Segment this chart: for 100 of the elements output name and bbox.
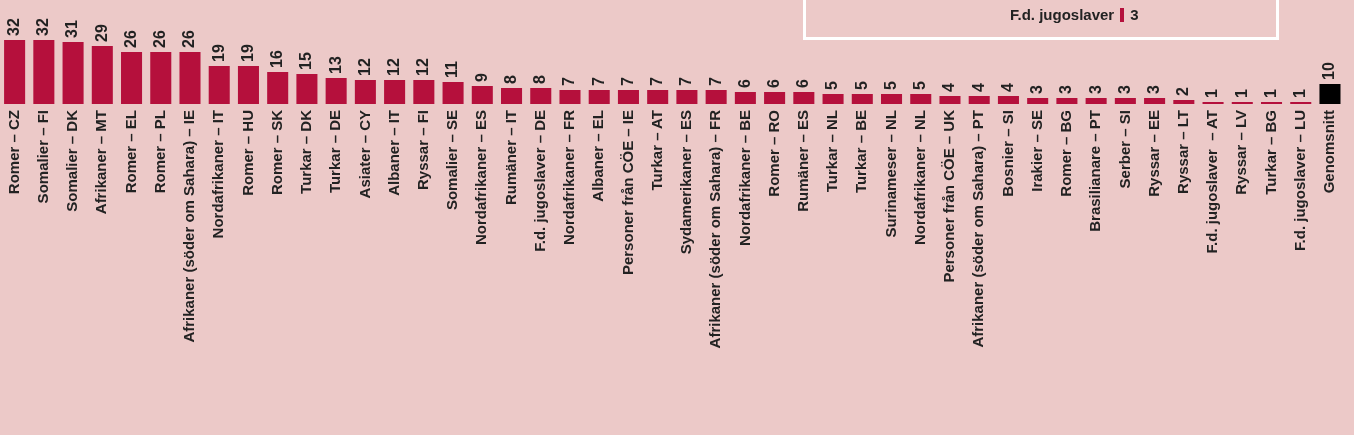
x-tick-label: Irakier – SE: [1027, 110, 1045, 192]
data-label: 16: [268, 50, 286, 68]
text: F.d. jugoslaver: [1010, 6, 1115, 23]
bar: [1173, 100, 1195, 104]
data-label: 12: [414, 58, 432, 76]
x-tick-label: Turkar – DK: [297, 109, 315, 194]
data-label: 7: [618, 77, 636, 86]
data-label: 12: [355, 58, 373, 76]
x-tick-label: Nordafrikaner – IT: [209, 110, 227, 239]
bar: [881, 94, 903, 104]
x-tick-label: Personer från CÖE – UK: [940, 109, 958, 283]
bar: [588, 90, 610, 104]
data-label: 5: [852, 81, 870, 90]
x-tick-label: Nordafrikaner – BE: [735, 110, 753, 246]
bar: [793, 92, 815, 104]
x-tick-label: Personer från CÖE – IE: [618, 110, 636, 276]
data-label: 5: [823, 81, 841, 90]
bar: [501, 88, 523, 104]
data-label: 4: [969, 83, 987, 92]
bar: [413, 80, 435, 104]
data-label: 5: [911, 81, 929, 90]
x-tick-label: Genomsnitt: [1320, 110, 1338, 194]
bar: [208, 66, 230, 104]
bar: [62, 42, 84, 104]
bar: [33, 40, 55, 104]
bar: [150, 52, 172, 104]
x-tick-label: Romer – SK: [267, 109, 285, 196]
bar: [530, 88, 552, 104]
data-label: 8: [531, 75, 549, 84]
bar: [384, 80, 406, 104]
bar: [910, 94, 932, 104]
data-label: 7: [706, 77, 724, 86]
data-label: 4: [998, 83, 1016, 92]
x-tick-label: Nordafrikaner – NL: [910, 110, 928, 246]
x-tick-label: Sydamerikaner – ES: [677, 110, 695, 255]
data-label: 9: [472, 73, 490, 82]
data-label: 1: [1203, 89, 1221, 98]
x-tick-label: Bosnier – SI: [998, 110, 1016, 197]
bar: [91, 46, 113, 104]
data-label: 3: [1086, 85, 1104, 94]
data-label: 32: [34, 18, 52, 36]
data-label: 7: [648, 77, 666, 86]
data-label: 10: [1320, 62, 1338, 80]
data-label: 26: [151, 30, 169, 48]
data-label: 32: [5, 18, 23, 36]
data-label: 13: [326, 56, 344, 74]
data-label: 26: [121, 30, 139, 48]
data-label: 3: [1057, 85, 1075, 94]
bar: [559, 90, 581, 104]
data-label: 7: [589, 77, 607, 86]
data-label: 4: [940, 83, 958, 92]
data-label: 19: [209, 44, 227, 62]
x-tick-label: Turkar – NL: [823, 110, 841, 193]
bar: [471, 86, 493, 104]
data-label: 2: [1174, 87, 1192, 96]
x-tick-label: Nordafrikaner – FR: [560, 109, 578, 246]
bar: [179, 52, 201, 104]
x-tick-label: Ryssar – EE: [1144, 110, 1162, 197]
data-label: 1: [1261, 89, 1279, 98]
data-label: 1: [1291, 89, 1309, 98]
data-label: 6: [765, 79, 783, 88]
x-tick-label: Turkar – AT: [647, 110, 665, 191]
x-tick-label: Afrikaner (söder om Sahara) – FR: [706, 109, 724, 349]
data-label: 6: [794, 79, 812, 88]
data-label: 3: [1028, 85, 1046, 94]
x-tick-label: Ryssar – LV: [1232, 110, 1250, 195]
x-tick-label: F.d. jugoslaver – DE: [530, 110, 548, 252]
bar: [822, 94, 844, 104]
bar: [325, 78, 347, 104]
x-tick-label: Asiater – CY: [355, 110, 373, 199]
bar: [354, 80, 376, 104]
x-tick-label: Ryssar – LT: [1173, 110, 1191, 194]
data-label: 1: [1232, 89, 1250, 98]
data-label: 3: [1115, 85, 1133, 94]
x-tick-label: Albaner – EL: [589, 110, 607, 202]
x-tick-label: Albaner – IT: [384, 110, 402, 196]
data-label: 15: [297, 52, 315, 70]
bar: [1114, 98, 1136, 104]
x-tick-label: Turkar – BG: [1261, 110, 1279, 195]
bar: [968, 96, 990, 104]
x-tick-label: Romer – RO: [764, 109, 782, 197]
x-tick-label: Brasilianare – PT: [1086, 110, 1104, 232]
data-label: 7: [677, 77, 695, 86]
bar: [1144, 98, 1166, 104]
data-label: 12: [385, 58, 403, 76]
x-tick-label: Turkar – BE: [852, 110, 870, 194]
data-label: 8: [501, 75, 519, 84]
x-tick-label: Romer – CZ: [4, 110, 22, 195]
x-tick-label: Afrikaner – MT: [92, 110, 110, 215]
x-tick-label: Romer – BG: [1057, 110, 1075, 197]
bar: [851, 94, 873, 104]
data-label: 5: [881, 81, 899, 90]
bar: [617, 90, 639, 104]
bar: [939, 96, 961, 104]
bar: [1085, 98, 1107, 104]
x-tick-label: Serber – SI: [1115, 110, 1133, 189]
bar: [4, 40, 26, 104]
data-label: 26: [180, 30, 198, 48]
bar: [705, 90, 727, 104]
x-tick-label: F.d. jugoslaver – LU: [1290, 110, 1308, 251]
